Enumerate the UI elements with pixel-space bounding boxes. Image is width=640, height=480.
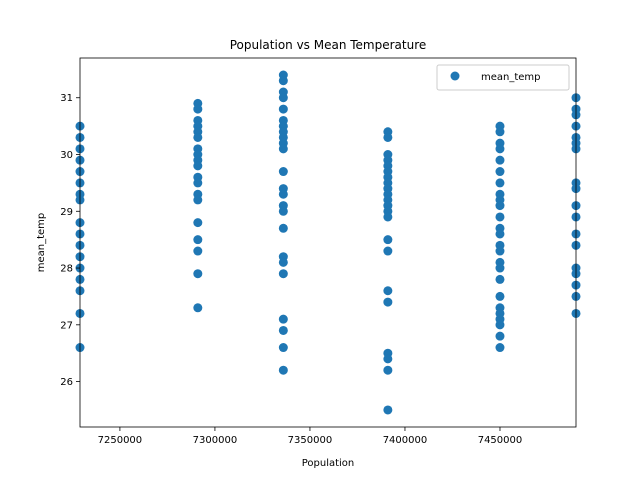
x-tick-label: 7450000 (478, 435, 523, 446)
scatter-point (495, 155, 505, 165)
legend-marker (450, 71, 460, 81)
scatter-point (383, 212, 393, 222)
y-axis: 26 27 28 29 30 31 (60, 93, 80, 388)
scatter-point (495, 274, 505, 284)
scatter-point (383, 246, 393, 256)
scatter-point (383, 365, 393, 375)
scatter-point (383, 354, 393, 364)
scatter-point (193, 132, 203, 142)
scatter-point (193, 195, 203, 205)
scatter-point (278, 104, 288, 114)
x-tick-label: 7300000 (193, 435, 238, 446)
scatter-point (278, 189, 288, 199)
x-tick-label: 7250000 (98, 435, 143, 446)
y-axis-label: mean_temp (36, 213, 47, 273)
scatter-point (495, 212, 505, 222)
legend: mean_temp (436, 64, 570, 91)
scatter-point (193, 303, 203, 313)
x-tick-label: 7400000 (383, 435, 428, 446)
scatter-point (495, 144, 505, 154)
scatter-point (278, 223, 288, 233)
legend-entry-mean-temp: mean_temp (481, 72, 541, 83)
scatter-point (495, 167, 505, 177)
scatter-point (495, 246, 505, 256)
scatter-point (193, 269, 203, 279)
scatter-point (495, 178, 505, 188)
legend-box (436, 64, 570, 91)
y-tick-label: 29 (60, 207, 73, 218)
chart-title: Population vs Mean Temperature (230, 38, 427, 52)
scatter-point (193, 161, 203, 171)
scatter-point (495, 127, 505, 137)
scatter-point (193, 104, 203, 114)
scatter-point (383, 235, 393, 245)
scatter-point (278, 93, 288, 103)
scatter-point (278, 144, 288, 154)
x-axis: 7250000 7300000 7350000 7400000 7450000 (98, 427, 523, 446)
scatter-point (193, 178, 203, 188)
scatter-point (383, 132, 393, 142)
y-tick-label: 28 (60, 264, 73, 275)
plot-frame (79, 57, 577, 428)
scatter-point (278, 325, 288, 335)
y-tick-label: 26 (60, 377, 73, 388)
scatter-point (278, 167, 288, 177)
x-tick-label: 7350000 (288, 435, 333, 446)
scatter-point (495, 229, 505, 239)
scatter-point (278, 343, 288, 353)
scatter-point (193, 235, 203, 245)
x-axis-label: Population (302, 458, 355, 469)
scatter-point (495, 343, 505, 353)
plot-area (75, 57, 581, 428)
plot-background (80, 58, 576, 427)
scatter-point (495, 201, 505, 211)
scatter-point (278, 257, 288, 267)
y-tick-label: 31 (60, 93, 73, 104)
scatter-point (278, 269, 288, 279)
scatter-point (495, 263, 505, 273)
scatter-point (383, 297, 393, 307)
scatter-point (193, 218, 203, 228)
scatter-point (383, 405, 393, 415)
scatter-point (383, 286, 393, 296)
scatter-point (495, 331, 505, 341)
y-tick-label: 30 (60, 150, 73, 161)
scatter-point (495, 320, 505, 330)
scatter-point (278, 76, 288, 86)
scatter-point (495, 291, 505, 301)
scatter-point (278, 314, 288, 324)
y-tick-label: 27 (60, 320, 73, 331)
scatter-point (278, 206, 288, 216)
scatter-point (278, 365, 288, 375)
scatter-point (193, 246, 203, 256)
